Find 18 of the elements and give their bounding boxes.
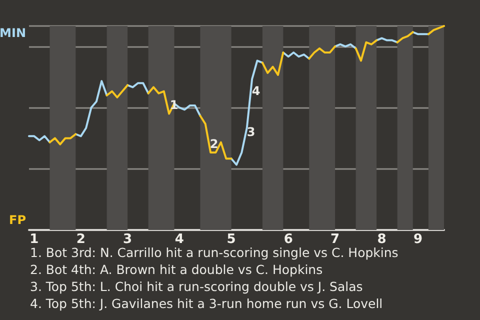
x-tick-label: 7 <box>330 232 340 247</box>
annotation: 3 <box>246 125 256 139</box>
text: 2. Bot 4th: A. Brown hit a double vs C. Hopkins <box>30 262 323 277</box>
x-tick-label: 9 <box>414 232 423 247</box>
annotation: 4 <box>252 84 260 98</box>
x-tick-label: 5 <box>226 232 236 247</box>
text: 3. Top 5th: L. Choi hit a run-scoring double vs J. Salas <box>30 279 363 294</box>
text: MIN <box>0 26 26 40</box>
x-tick-label: 8 <box>377 232 386 247</box>
x-tick-label: 3 <box>123 232 132 247</box>
x-tick-label: 6 <box>284 232 293 247</box>
x-tick-label: 2 <box>76 232 86 247</box>
annotation: 2 <box>210 137 218 151</box>
x-tick-label: 4 <box>174 232 184 247</box>
x-tick-label: 1 <box>30 232 39 247</box>
text: 4. Top 5th: J. Gavilanes hit a 3-run home run vs G. Lovell <box>30 296 383 311</box>
text: FP <box>9 213 26 227</box>
text: 1. Bot 3rd: N. Carrillo hit a run-scoring single vs C. Hopkins <box>30 245 398 260</box>
